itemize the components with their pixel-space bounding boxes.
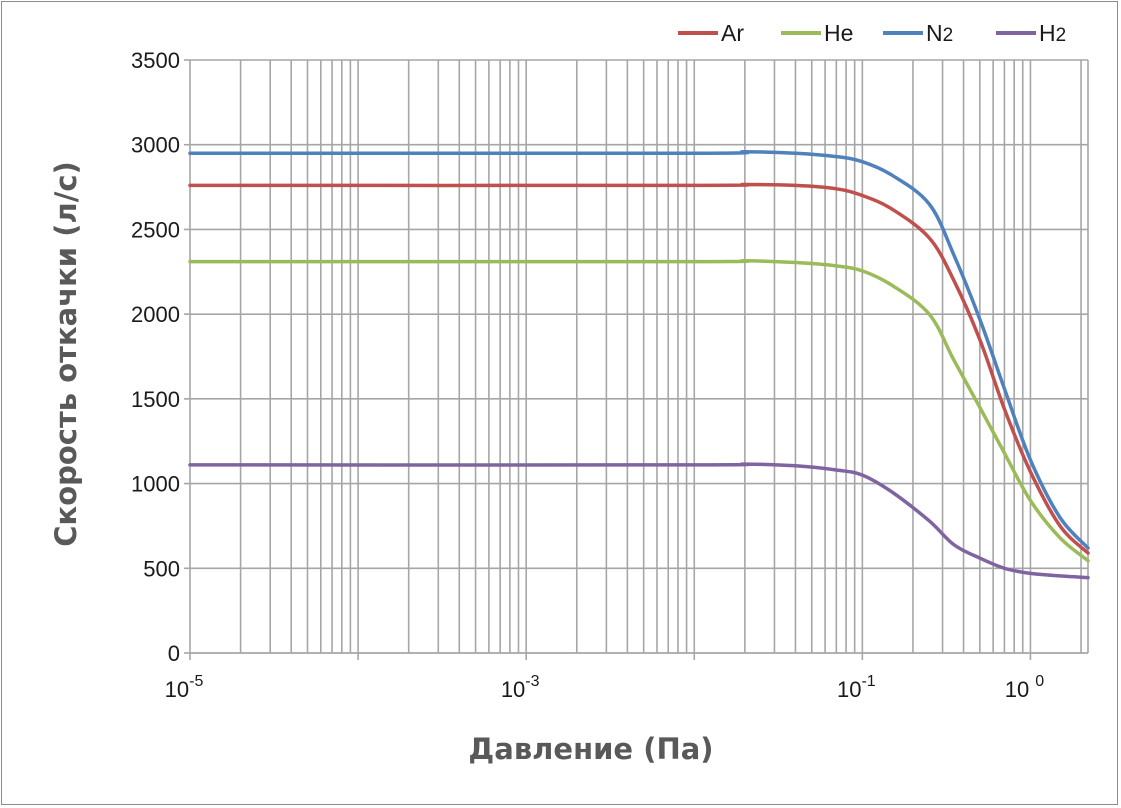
y-tick-label: 1000 [131, 472, 180, 497]
x-tick-label: 10 0 [1005, 673, 1044, 702]
x-tick-labels: 10-5 10-3 10-1 10 0 [165, 673, 1045, 702]
y-tick-label: 0 [168, 641, 180, 666]
series-lines [188, 150, 1090, 580]
y-tick-label: 2500 [131, 217, 180, 242]
y-tick-label: 500 [143, 556, 180, 581]
y-tick-label: 3500 [131, 48, 180, 73]
y-tick-label: 1500 [131, 387, 180, 412]
series-line-h2 [188, 462, 1090, 580]
series-line-ar [188, 182, 1090, 555]
y-tick-label: 3000 [131, 133, 180, 158]
x-tick-label: 10-5 [165, 673, 204, 702]
series-line-n2 [188, 150, 1090, 550]
legend: Ar He N2 H2 [678, 20, 1066, 46]
legend-label-ar: Ar [721, 20, 744, 46]
x-tick-label: 10-1 [837, 673, 876, 702]
legend-label-he: He [824, 20, 853, 46]
y-axis-title: Скорость откачки (л/с) [49, 161, 83, 547]
legend-label-n2: N2 [926, 20, 953, 46]
y-tick-labels: 0 500 1000 1500 2000 2500 3000 3500 [131, 48, 180, 666]
grid-lines [184, 59, 1089, 660]
x-tick-label: 10-3 [501, 673, 540, 702]
legend-label-h2: H2 [1039, 20, 1066, 46]
y-tick-label: 2000 [131, 302, 180, 327]
x-axis-title: Давление (Па) [468, 732, 713, 766]
series-line-he [188, 259, 1090, 563]
